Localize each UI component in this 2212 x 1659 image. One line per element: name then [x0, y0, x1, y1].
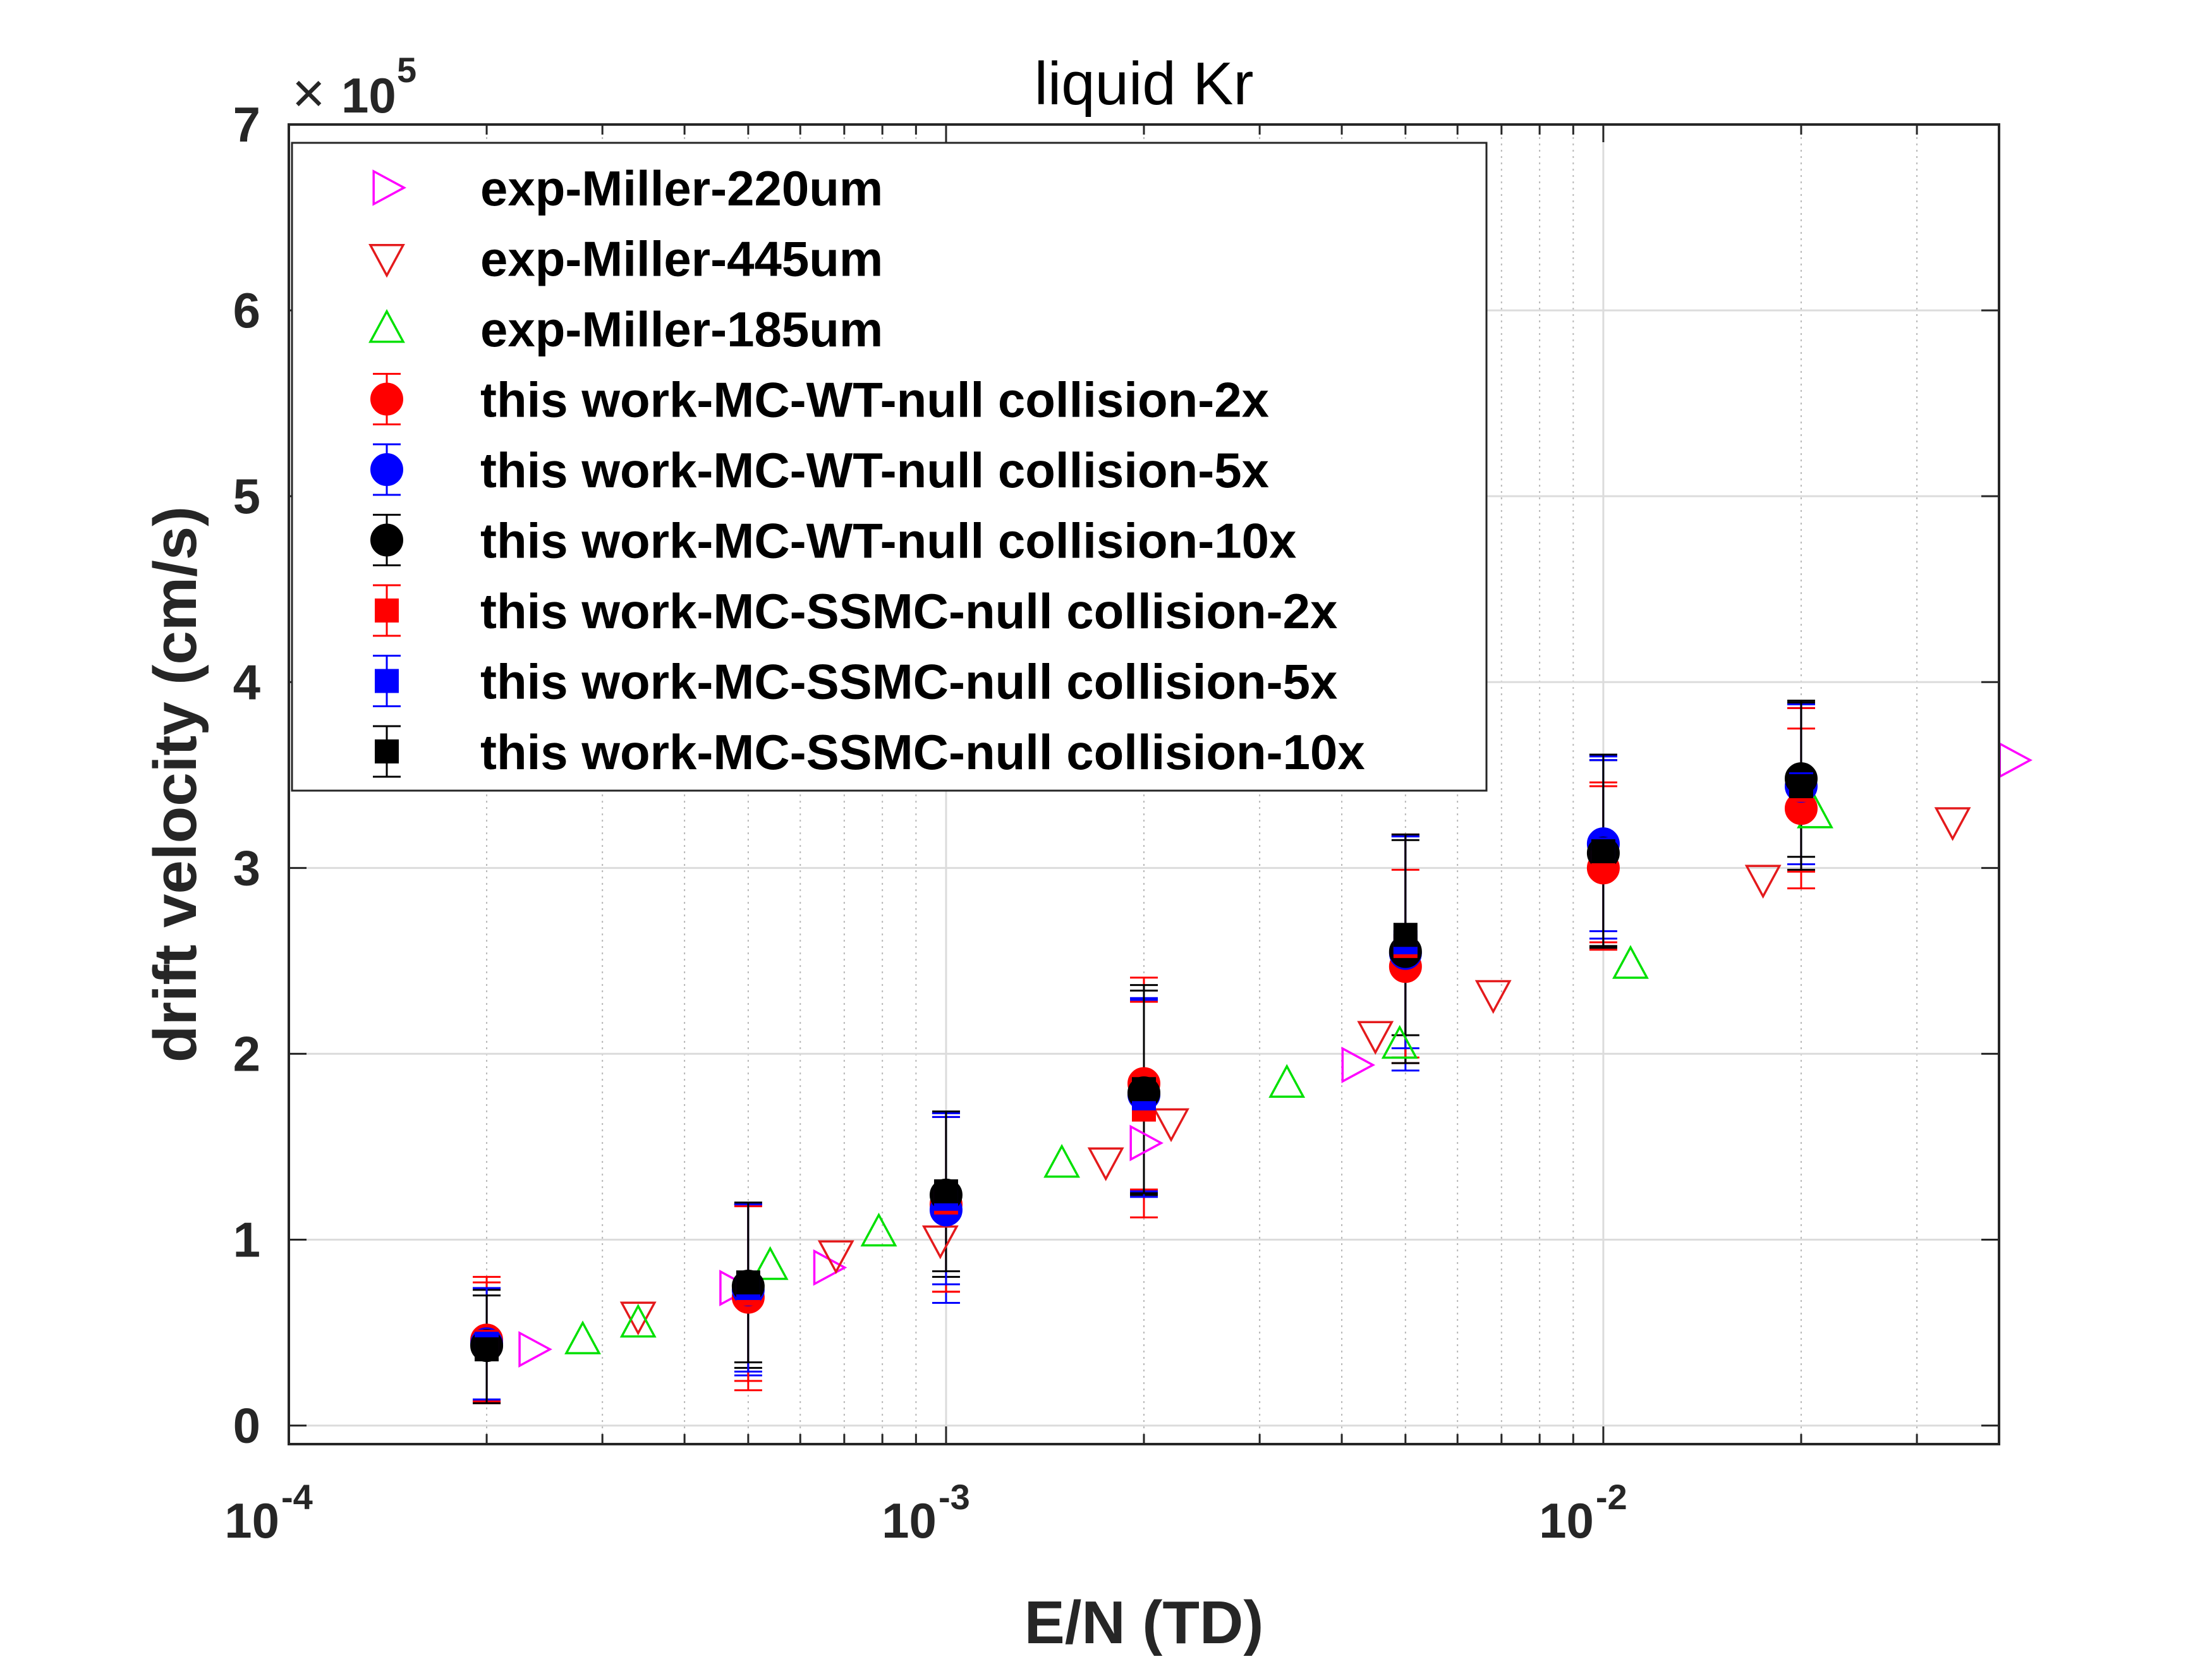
y-multiplier-times: × [292, 62, 325, 125]
data-point [564, 1320, 601, 1354]
legend-entries: exp-Miller-220um exp-Miller-445um exp-Mill… [368, 161, 1365, 780]
data-point [933, 1179, 958, 1204]
x-tick-labels: 10 -4 10 -3 10 -2 [224, 1477, 1627, 1548]
x-tick-label-base: 10 [224, 1493, 279, 1548]
data-point [860, 1212, 897, 1247]
data-point [1612, 945, 1649, 979]
data-point [1043, 1143, 1081, 1178]
legend-label: this work-MC-WT-null collision-10x [480, 513, 1296, 569]
legend-label: exp-Miller-220um [480, 161, 883, 216]
legend: exp-Miller-220um exp-Miller-445um exp-Mill… [291, 142, 1488, 792]
legend-label: this work-MC-SSMC-null collision-2x [480, 583, 1337, 639]
legend-entry-5: this work-MC-WT-null collision-10x [370, 513, 1296, 569]
data-point [1393, 923, 1418, 947]
data-point [1132, 1077, 1156, 1102]
legend-entry-2: exp-Miller-185um [368, 301, 883, 357]
data-point [1381, 1024, 1418, 1059]
y-tick-labels: 0 1 2 3 4 5 6 7 [233, 97, 260, 1454]
data-point [921, 1225, 959, 1260]
y-tick-label: 4 [233, 654, 260, 710]
legend-entry-1: exp-Miller-445um [368, 231, 883, 287]
series-markers-1 [619, 807, 1971, 1336]
data-point [1268, 1064, 1306, 1098]
x-tick-label-exponent: -3 [939, 1477, 970, 1517]
legend-label: this work-MC-SSMC-null collision-10x [480, 724, 1365, 780]
y-multiplier-exponent: 5 [397, 50, 416, 90]
legend-label: exp-Miller-445um [480, 231, 883, 287]
data-point [736, 1270, 760, 1295]
data-point [1153, 1108, 1189, 1143]
data-point [751, 1246, 789, 1280]
legend-marker [370, 382, 403, 416]
data-point [1087, 1147, 1124, 1181]
y-multiplier-base: 10 [341, 68, 396, 123]
data-point [475, 1337, 499, 1362]
data-point [619, 1301, 657, 1336]
legend-entry-0: exp-Miller-220um [372, 161, 883, 216]
x-tick-label-exponent: -4 [281, 1477, 313, 1517]
x-axis-label: E/N (TD) [1024, 1589, 1264, 1656]
chart-title: liquid Kr [1035, 50, 1254, 118]
data-point [1744, 865, 1782, 899]
legend-marker [370, 453, 403, 486]
legend-entry-8: this work-MC-SSMC-null collision-10x [373, 724, 1365, 780]
y-tick-label: 0 [233, 1398, 260, 1454]
data-point [1341, 1047, 1376, 1084]
y-tick-label: 6 [233, 283, 260, 338]
x-tick-label-base: 10 [882, 1493, 937, 1548]
data-point [1934, 807, 1971, 841]
data-point [1789, 774, 1813, 798]
y-tick-label: 7 [233, 97, 260, 152]
data-point [1591, 839, 1615, 863]
data-point [1129, 1124, 1164, 1162]
legend-entry-6: this work-MC-SSMC-null collision-2x [373, 583, 1337, 639]
data-point [817, 1240, 854, 1275]
legend-label: this work-MC-WT-null collision-2x [480, 372, 1269, 428]
legend-marker [370, 523, 403, 557]
legend-marker [375, 669, 399, 693]
y-tick-label: 3 [233, 840, 260, 896]
legend-marker [375, 739, 399, 763]
y-tick-label: 5 [233, 468, 260, 524]
series-markers-8 [475, 774, 1813, 1362]
data-point [518, 1331, 552, 1368]
legend-entry-3: this work-MC-WT-null collision-2x [370, 372, 1269, 428]
data-point [1357, 1021, 1394, 1055]
legend-entry-4: this work-MC-WT-null collision-5x [370, 442, 1269, 498]
y-axis-label: drift velocity (cm/s) [142, 506, 209, 1062]
data-points [470, 700, 2033, 1404]
series-markers-2 [564, 794, 1833, 1354]
legend-marker [372, 169, 406, 206]
legend-label: this work-MC-WT-null collision-5x [480, 442, 1269, 498]
legend-marker [375, 599, 399, 623]
legend-label: exp-Miller-185um [480, 301, 883, 357]
y-tick-label: 2 [233, 1026, 260, 1081]
data-point [1474, 980, 1512, 1014]
x-tick-label-exponent: -2 [1596, 1477, 1627, 1517]
legend-marker [368, 309, 405, 343]
legend-entry-7: this work-MC-SSMC-null collision-5x [373, 654, 1337, 710]
y-tick-label: 1 [233, 1212, 260, 1268]
legend-marker [368, 243, 405, 278]
y-axis-multiplier: × 10 5 [292, 50, 416, 125]
legend-box [291, 142, 1488, 792]
plot-box [288, 123, 2000, 1445]
legend-label: this work-MC-SSMC-null collision-5x [480, 654, 1337, 710]
data-point [619, 1303, 657, 1338]
x-tick-label-base: 10 [1539, 1493, 1594, 1548]
